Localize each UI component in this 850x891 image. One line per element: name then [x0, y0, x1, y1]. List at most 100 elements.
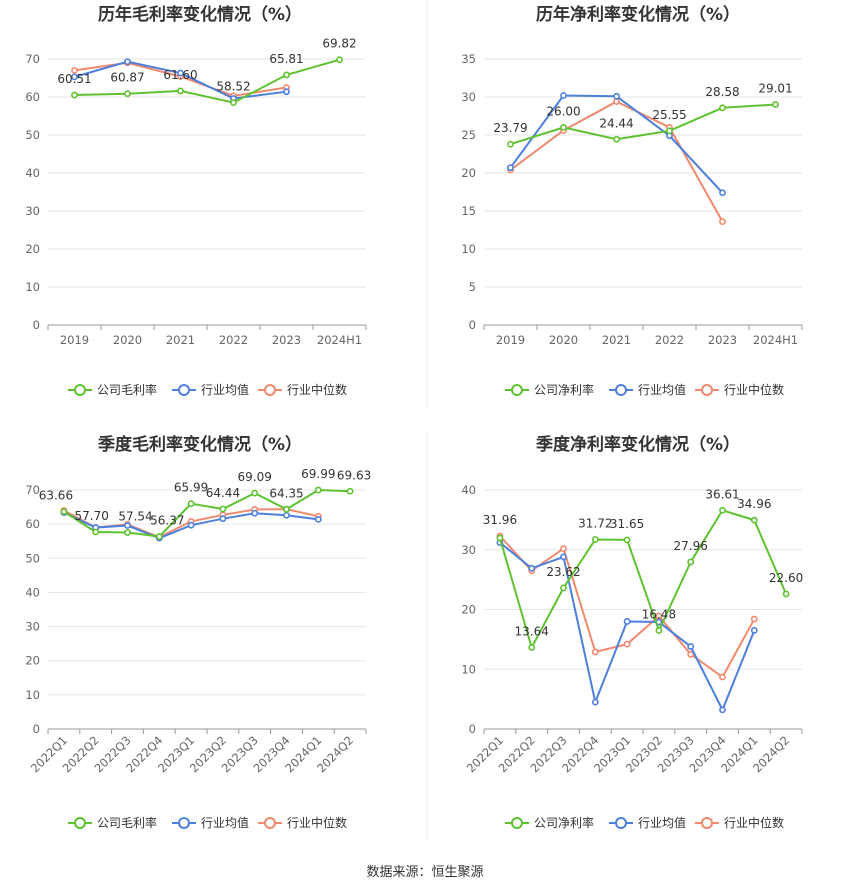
legend-swatch-marker[interactable] [264, 817, 276, 829]
legend-label[interactable]: 行业均值 [201, 382, 249, 397]
data-point[interactable] [507, 140, 514, 148]
legend-swatch-marker[interactable] [74, 384, 86, 396]
legend-swatch-marker[interactable] [615, 817, 627, 829]
chart-4: 季度净利率变化情况（%）0102030402022Q12022Q22022Q32… [461, 434, 803, 830]
data-point[interactable] [591, 536, 599, 543]
data-point[interactable] [613, 92, 620, 100]
legend-label[interactable]: 行业中位数 [724, 815, 784, 830]
data-point[interactable] [71, 67, 78, 74]
legend-swatch-marker[interactable] [701, 384, 713, 396]
data-point[interactable] [71, 91, 78, 99]
data-point[interactable] [496, 534, 504, 542]
data-point[interactable] [750, 516, 758, 524]
data-point[interactable] [613, 135, 620, 143]
data-point[interactable] [124, 58, 131, 66]
data-label: 16.48 [642, 608, 676, 622]
data-point[interactable] [719, 706, 726, 714]
data-point[interactable] [71, 73, 78, 81]
legend-swatch-marker[interactable] [511, 817, 523, 829]
y-tick-label: 10 [461, 662, 476, 676]
legend-swatch-marker[interactable] [178, 384, 190, 396]
legend-swatch-marker[interactable] [264, 384, 276, 396]
legend-label[interactable]: 行业中位数 [724, 382, 784, 397]
x-tick-label: 2021 [166, 333, 195, 347]
data-point[interactable] [719, 673, 726, 681]
data-point[interactable] [719, 189, 726, 197]
data-point[interactable] [623, 536, 631, 544]
data-point[interactable] [155, 533, 163, 540]
legend-label[interactable]: 公司净利率 [534, 382, 594, 397]
data-point[interactable] [283, 88, 290, 96]
legend-swatch-marker[interactable] [74, 817, 86, 829]
data-point[interactable] [560, 124, 567, 131]
data-point[interactable] [187, 521, 195, 529]
data-point[interactable] [560, 545, 567, 552]
legend-swatch-marker[interactable] [701, 817, 713, 829]
data-point[interactable] [560, 553, 567, 561]
data-point[interactable] [560, 584, 567, 592]
data-point[interactable] [219, 515, 227, 523]
data-point[interactable] [623, 640, 631, 648]
data-point[interactable] [772, 101, 779, 108]
legend-label[interactable]: 公司净利率 [534, 815, 594, 830]
legend-label[interactable]: 公司毛利率 [97, 382, 157, 397]
data-point[interactable] [346, 487, 354, 495]
legend-label[interactable]: 行业均值 [638, 815, 686, 830]
data-point[interactable] [591, 698, 599, 706]
data-point[interactable] [187, 500, 195, 508]
data-point[interactable] [251, 489, 259, 497]
data-point[interactable] [283, 71, 290, 79]
data-point[interactable] [591, 648, 599, 656]
data-point[interactable] [92, 528, 100, 536]
y-tick-label: 30 [25, 620, 40, 634]
data-point[interactable] [719, 218, 726, 226]
legend-label[interactable]: 行业均值 [201, 815, 249, 830]
data-point[interactable] [750, 615, 758, 623]
data-point[interactable] [623, 618, 631, 625]
legend-label[interactable]: 行业中位数 [287, 382, 347, 397]
legend-label[interactable]: 公司毛利率 [97, 815, 157, 830]
data-point[interactable] [613, 98, 620, 105]
chart-title: 历年毛利率变化情况（%） [98, 4, 302, 25]
data-point[interactable] [782, 590, 790, 598]
data-point[interactable] [687, 643, 695, 650]
data-point[interactable] [528, 564, 536, 572]
data-point[interactable] [687, 558, 695, 566]
data-point[interactable] [336, 56, 343, 64]
data-point[interactable] [666, 127, 673, 135]
data-point[interactable] [60, 508, 68, 516]
data-point[interactable] [560, 92, 567, 99]
legend-swatch-marker[interactable] [511, 384, 523, 396]
data-point[interactable] [251, 509, 259, 517]
legend-swatch-marker[interactable] [178, 817, 190, 829]
data-point[interactable] [750, 627, 758, 634]
x-tick-label: 2023 [272, 333, 301, 347]
legend-swatch-marker[interactable] [615, 384, 627, 396]
y-tick-label: 0 [33, 722, 40, 736]
legend-label[interactable]: 行业均值 [638, 382, 686, 397]
data-point[interactable] [219, 505, 227, 513]
chart-title: 季度净利率变化情况（%） [536, 434, 740, 455]
data-point[interactable] [124, 522, 131, 529]
data-point[interactable] [719, 506, 726, 514]
y-tick-label: 15 [461, 204, 476, 218]
data-point[interactable] [177, 69, 184, 77]
data-point[interactable] [177, 87, 184, 95]
data-point[interactable] [124, 90, 131, 98]
data-point[interactable] [655, 627, 663, 634]
data-point[interactable] [507, 164, 514, 172]
data-point[interactable] [230, 99, 237, 107]
data-point[interactable] [314, 486, 322, 494]
data-point[interactable] [528, 644, 536, 651]
data-point[interactable] [283, 511, 290, 519]
y-tick-label: 70 [25, 52, 40, 66]
legend-label[interactable]: 行业中位数 [287, 815, 347, 830]
data-label: 63.66 [39, 489, 73, 503]
y-tick-label: 40 [25, 166, 40, 180]
data-point[interactable] [124, 529, 131, 536]
data-point[interactable] [687, 650, 695, 658]
data-point[interactable] [719, 104, 726, 112]
data-point[interactable] [283, 505, 290, 513]
y-tick-label: 60 [25, 90, 40, 104]
data-point[interactable] [314, 515, 322, 523]
